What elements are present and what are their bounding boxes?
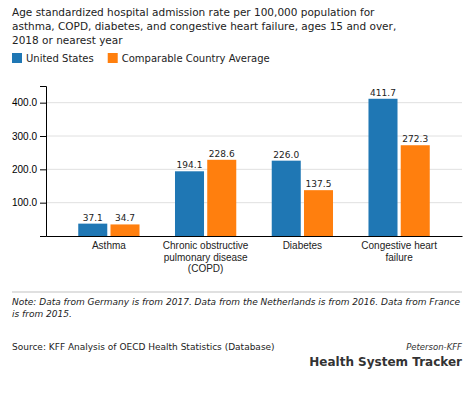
bars (78, 99, 430, 236)
x-tick-label-line: pulmonary disease (164, 252, 248, 263)
y-tick-mark (40, 136, 46, 137)
x-tick-label-line: Congestive heart (361, 240, 437, 251)
x-tick-label: Diabetes (283, 240, 322, 251)
grid (46, 103, 462, 203)
data-label: 272.3 (402, 134, 428, 144)
plot: 37.1 194.1 226.0 411.7 34.7 228.6 137.5 272.3 10… (12, 87, 463, 275)
legend: United States Comparable Country Average (12, 53, 270, 64)
grid-line (46, 202, 462, 203)
y-tick-label: 300.0 (12, 131, 37, 142)
note-line: is from 2015. (12, 309, 72, 319)
y-tick: 300.0 (12, 131, 46, 142)
bar (207, 160, 236, 236)
bar (304, 190, 333, 236)
data-labels: 37.1 194.1 226.0 411.7 34.7 228.6 137.5 272.3 (83, 88, 428, 224)
legend-label: United States (26, 53, 94, 64)
grid-line (46, 169, 462, 170)
x-tick-label-line: failure (385, 252, 413, 263)
y-tick-mark (40, 103, 46, 104)
x-tick-label: Chronic obstructivepulmonary disease(COP… (163, 240, 249, 274)
x-tick: Congestive heartfailure (361, 240, 437, 263)
legend-swatch (12, 53, 22, 63)
data-label: 137.5 (306, 179, 332, 189)
y-tick-mark (40, 169, 46, 170)
source: Source: KFF Analysis of OECD Health Stat… (12, 342, 275, 352)
legend-label: Comparable Country Average (122, 53, 270, 64)
y-tick-mark (40, 203, 46, 204)
bar (175, 171, 204, 236)
note: Note: Data from Germany is from 2017. Da… (12, 297, 460, 319)
bar (401, 145, 430, 236)
x-tick: Diabetes (283, 240, 322, 251)
x-tick-label-line: Chronic obstructive (163, 240, 249, 251)
x-tick: Asthma (92, 240, 126, 251)
title-line: 2018 or nearest year (12, 34, 123, 46)
data-label: 34.7 (115, 213, 135, 223)
annotation: Health System Tracker (309, 355, 462, 369)
x-tick: Chronic obstructivepulmonary disease(COP… (163, 240, 249, 274)
x-tick-label-line: Diabetes (283, 240, 322, 251)
y-axis-line (40, 87, 47, 237)
grid-line (46, 136, 462, 137)
x-tick-label-line: Asthma (92, 240, 126, 251)
data-label: 228.6 (209, 149, 235, 159)
y-tick-label: 400.0 (12, 97, 37, 108)
bar (368, 99, 397, 236)
bar (272, 161, 301, 236)
data-label: 37.1 (83, 213, 103, 223)
y-tick: 200.0 (12, 164, 46, 175)
title-line: Age standardized hospital admission rate… (12, 6, 375, 18)
title: Age standardized hospital admission rate… (12, 6, 396, 46)
annotation: Peterson-KFF (406, 342, 462, 352)
separator (12, 292, 462, 293)
x-tick-label: Congestive heartfailure (361, 240, 437, 263)
data-label: 226.0 (273, 150, 299, 160)
x-axis: Asthma Chronic obstructivepulmonary disea… (47, 237, 463, 275)
x-axis-line (47, 236, 463, 237)
y-tick: 100.0 (12, 197, 46, 208)
bar (110, 224, 139, 236)
note-line: Note: Data from Germany is from 2017. Da… (12, 297, 460, 307)
y-tick: 400.0 (12, 97, 46, 108)
grid-line (46, 102, 462, 103)
y-axis: 100.0 200.0 300.0 400.0 (12, 87, 47, 237)
data-label: 411.7 (370, 88, 396, 98)
data-label: 194.1 (177, 160, 203, 170)
y-tick-label: 100.0 (12, 197, 37, 208)
legend-swatch (108, 53, 118, 63)
x-tick-label-line: (COPD) (188, 263, 224, 274)
title-line: asthma, COPD, diabetes, and congestive h… (12, 20, 396, 32)
x-tick-label: Asthma (92, 240, 126, 251)
y-tick-label: 200.0 (12, 164, 37, 175)
bar (78, 224, 107, 236)
chart: Age standardized hospital admission rate… (0, 0, 474, 396)
